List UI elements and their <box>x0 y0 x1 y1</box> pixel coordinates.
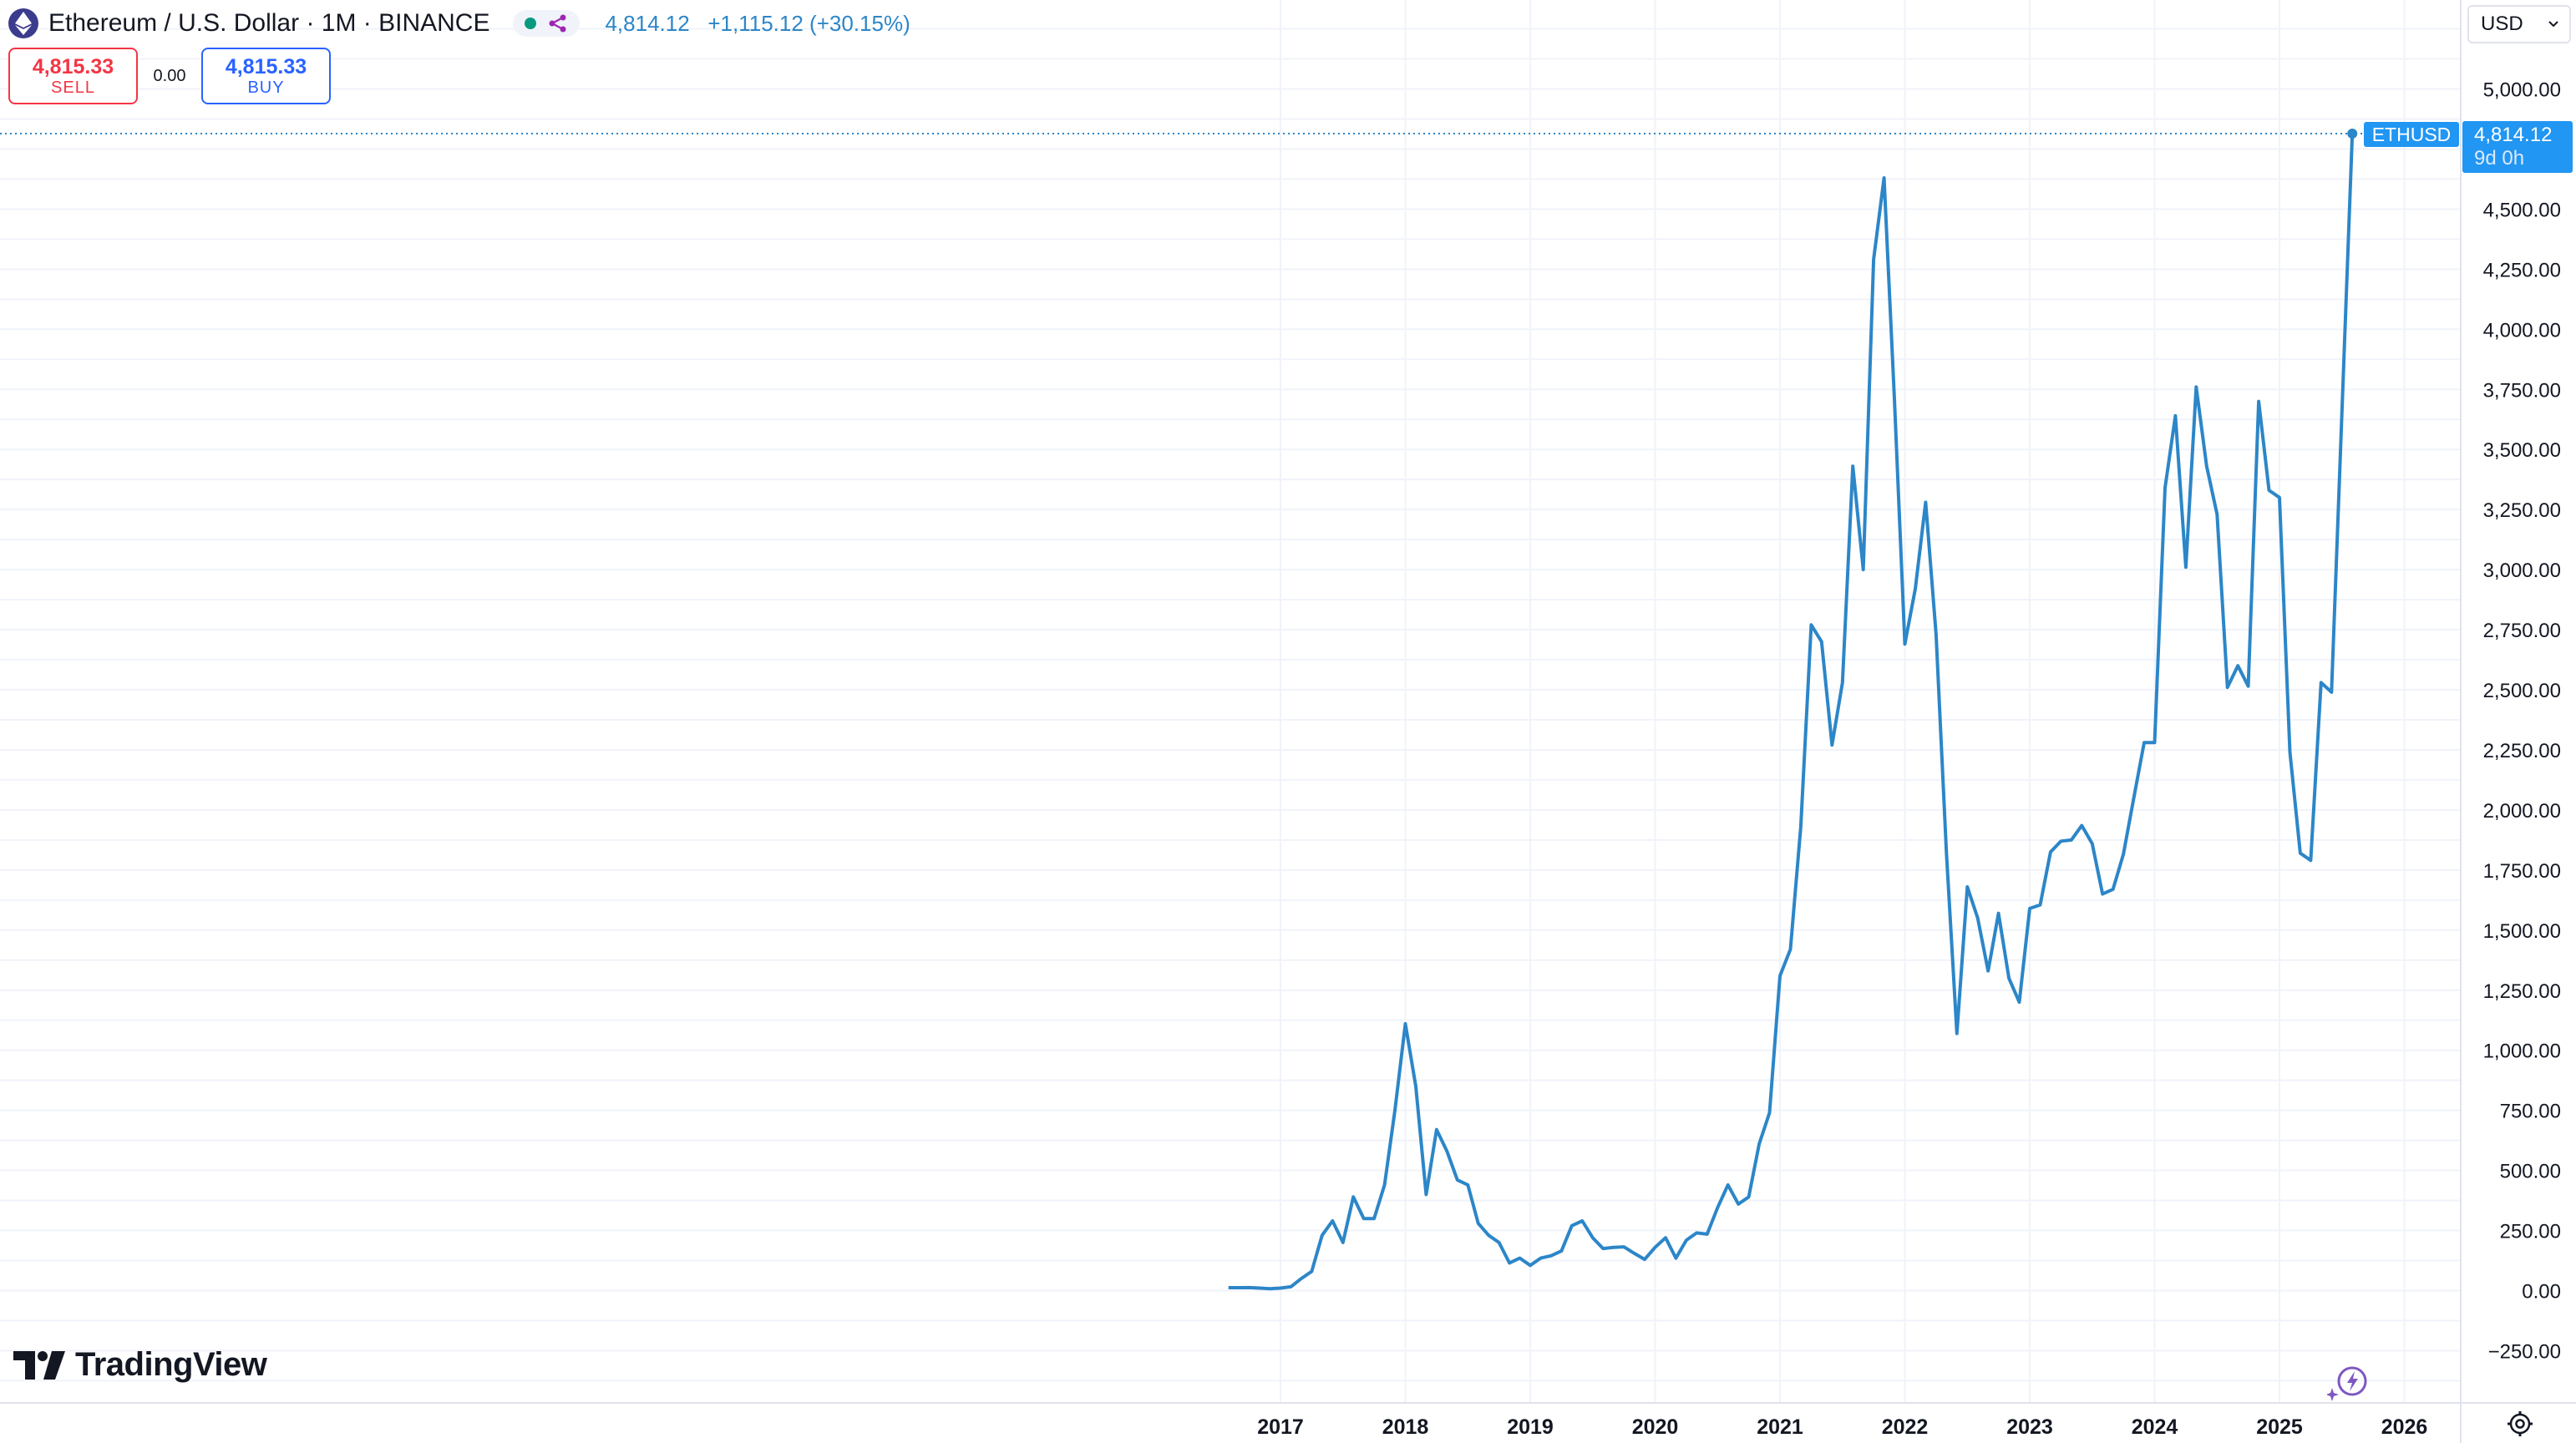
x-tick-label: 2017 <box>1257 1415 1304 1439</box>
price-tag <box>2462 120 2573 173</box>
x-tick-label: 2022 <box>1882 1415 1929 1439</box>
x-tick-label: 2023 <box>2006 1415 2053 1439</box>
brand-name: TradingView <box>75 1346 267 1383</box>
buy-price: 4,815.33 <box>225 55 307 78</box>
y-tick-label: 0.00 <box>2522 1281 2561 1304</box>
y-tick-label: 3,250.00 <box>2483 499 2561 522</box>
y-tick-label: −250.00 <box>2488 1340 2561 1363</box>
tradingview-logo-icon <box>13 1350 65 1380</box>
price-series-line[interactable] <box>1228 133 2355 1291</box>
status-pill[interactable] <box>513 10 581 37</box>
y-tick-label: 500.00 <box>2500 1161 2561 1183</box>
x-tick-label: 2025 <box>2256 1415 2303 1439</box>
sell-label: SELL <box>51 78 95 97</box>
x-tick-label: 2019 <box>1507 1415 1554 1439</box>
chevron-down-icon <box>2548 21 2558 28</box>
y-tick-label: 2,750.00 <box>2483 620 2561 642</box>
y-tick-label: 750.00 <box>2500 1101 2561 1123</box>
spread-value: 0.00 <box>153 66 186 85</box>
y-tick-label: 1,000.00 <box>2483 1040 2561 1063</box>
y-tick-label: 2,500.00 <box>2483 680 2561 702</box>
y-tick-label: 4,000.00 <box>2483 319 2561 342</box>
price-change: +1,115.12 (+30.15%) <box>707 10 910 36</box>
x-tick-label: 2026 <box>2381 1415 2428 1439</box>
currency-select[interactable]: USD <box>2467 5 2571 43</box>
x-tick-label: 2024 <box>2132 1415 2178 1439</box>
ethereum-logo-icon <box>8 8 38 38</box>
symbol-tag-label: ETHUSD <box>2372 124 2452 145</box>
trade-panel: 4,815.33 SELL 0.00 4,815.33 BUY <box>8 48 331 104</box>
x-tick-label: 2018 <box>1382 1415 1429 1439</box>
chart-header: Ethereum / U.S. Dollar · 1M · BINANCE 4,… <box>0 0 910 47</box>
last-price-point <box>2347 128 2358 139</box>
lightning-bolt-icon[interactable] <box>2327 1363 2371 1401</box>
y-tick-label: 5,000.00 <box>2483 79 2561 102</box>
symbol-title[interactable]: Ethereum / U.S. Dollar · 1M · BINANCE <box>48 9 490 37</box>
y-tick-label: 4,250.00 <box>2483 259 2561 281</box>
tradingview-logo[interactable]: TradingView <box>13 1346 267 1384</box>
y-tick-label: 2,250.00 <box>2483 740 2561 762</box>
x-tick-label: 2020 <box>1632 1415 1679 1439</box>
price-tag-countdown: 9d 0h <box>2474 147 2524 170</box>
share-icon[interactable] <box>547 13 569 34</box>
y-tick-label: 3,500.00 <box>2483 439 2561 462</box>
buy-button[interactable]: 4,815.33 BUY <box>201 48 331 104</box>
y-tick-label: 1,500.00 <box>2483 920 2561 943</box>
y-tick-label: 4,500.00 <box>2483 199 2561 221</box>
sell-price: 4,815.33 <box>32 55 114 78</box>
y-tick-label: 1,750.00 <box>2483 860 2561 883</box>
y-tick-label: 2,000.00 <box>2483 800 2561 823</box>
market-open-dot-icon <box>524 18 536 29</box>
y-tick-label: 250.00 <box>2500 1221 2561 1243</box>
currency-value: USD <box>2481 13 2523 35</box>
x-tick-label: 2021 <box>1757 1415 1803 1439</box>
y-tick-label: 1,250.00 <box>2483 980 2561 1003</box>
price-tag-value: 4,814.12 <box>2474 124 2552 146</box>
last-price: 4,814.12 <box>605 10 690 36</box>
settings-gear-icon[interactable] <box>2506 1410 2534 1438</box>
sell-button[interactable]: 4,815.33 SELL <box>8 48 138 104</box>
symbol-tag <box>2364 121 2459 147</box>
buy-label: BUY <box>247 78 285 97</box>
y-tick-label: 3,000.00 <box>2483 559 2561 582</box>
price-readout: 4,814.12 +1,115.12 (+30.15%) <box>605 11 910 37</box>
y-tick-label: 3,750.00 <box>2483 379 2561 402</box>
